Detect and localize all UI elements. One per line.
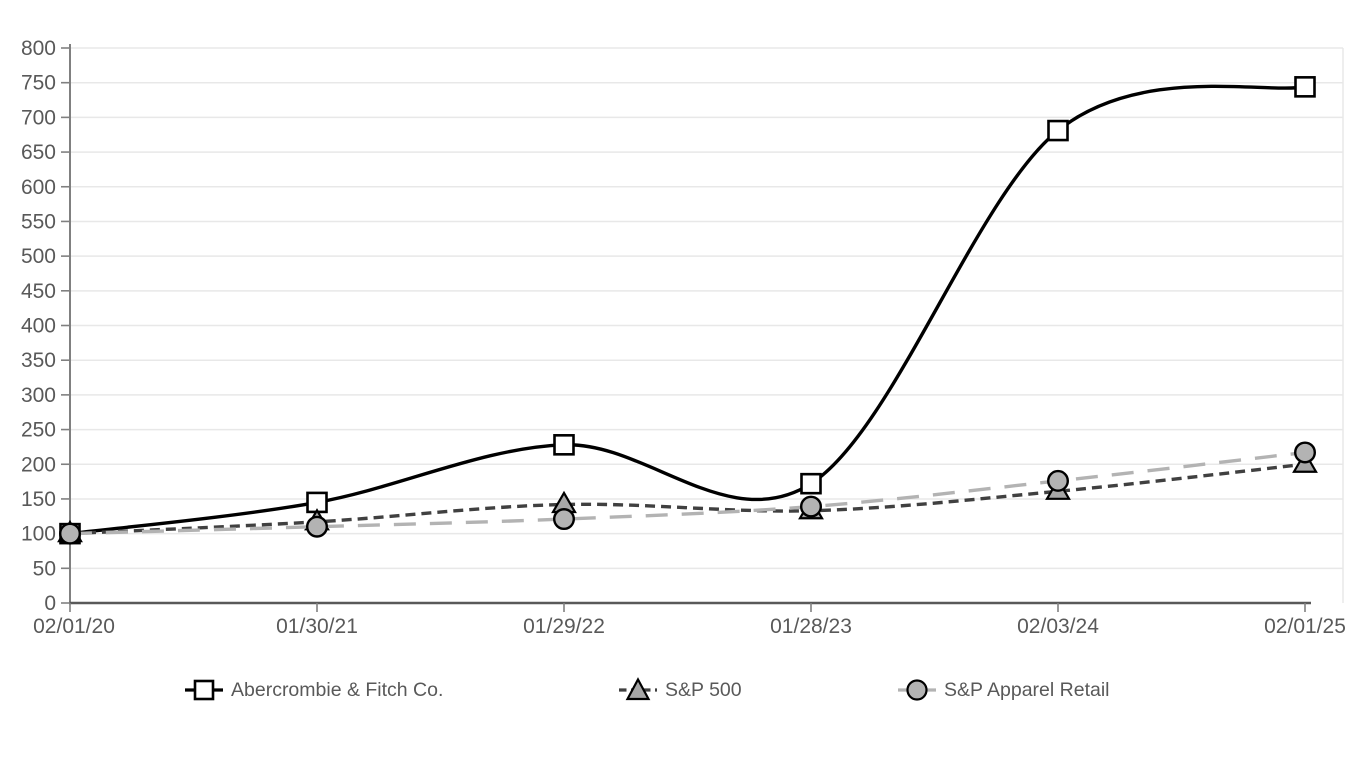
y-tick-label: 100 bbox=[21, 523, 56, 546]
circle-data-marker bbox=[553, 508, 576, 531]
series-s-p-500 bbox=[57, 450, 1318, 543]
y-tick-label: 500 bbox=[21, 245, 56, 268]
y-tick-label: 350 bbox=[21, 349, 56, 372]
square-data-marker bbox=[1294, 76, 1316, 98]
series-line-abercrombie-fitch-co bbox=[69, 84, 1306, 536]
x-tick-label: 02/03/24 bbox=[1017, 615, 1099, 638]
x-tick-label: 01/30/21 bbox=[276, 615, 358, 638]
y-tick-label: 700 bbox=[21, 106, 56, 129]
circle-data-marker bbox=[1293, 441, 1316, 464]
x-axis-tick-labels: 02/01/20 01/30/21 01/29/22 01/28/23 02/03/24… bbox=[33, 615, 1346, 638]
square-data-marker bbox=[1047, 119, 1069, 142]
legend-label-sp-apparel-retail: S&P Apparel Retail bbox=[944, 679, 1110, 701]
circle-data-marker bbox=[1046, 469, 1069, 492]
y-tick-label: 450 bbox=[21, 280, 56, 303]
circle-data-marker bbox=[800, 495, 823, 518]
series-line-s-p-500 bbox=[69, 462, 1306, 536]
x-tick-label: 01/28/23 bbox=[770, 615, 852, 638]
y-tick-label: 300 bbox=[21, 384, 56, 407]
x-tick-label: 01/29/22 bbox=[523, 615, 605, 638]
y-tick-label: 250 bbox=[21, 419, 56, 442]
legend-item-abercrombie-fitch: Abercrombie & Fitch Co. bbox=[184, 674, 443, 706]
legend-item-sp-apparel-retail: S&P Apparel Retail bbox=[897, 674, 1110, 706]
x-tick-label: 02/01/20 bbox=[33, 615, 115, 638]
square-data-marker bbox=[553, 434, 575, 456]
circle-data-marker bbox=[59, 522, 82, 545]
y-tick-label: 200 bbox=[21, 453, 56, 476]
axes bbox=[61, 44, 1311, 612]
y-tick-label: 750 bbox=[21, 72, 56, 95]
square-data-marker bbox=[800, 472, 822, 495]
y-axis-tick-labels: 0 50 100 150 200 250 300 350 400 450 500 550 600 650 7… bbox=[21, 37, 56, 615]
circle-marker-icon bbox=[898, 679, 936, 701]
y-tick-label: 50 bbox=[33, 557, 56, 580]
y-tick-label: 0 bbox=[44, 592, 56, 615]
legend-item-sp500: S&P 500 bbox=[618, 674, 742, 706]
x-tick-label: 02/01/25 bbox=[1264, 615, 1346, 638]
y-tick-label: 550 bbox=[21, 210, 56, 233]
series-s-p-apparel-retail bbox=[59, 441, 1316, 545]
square-marker-icon bbox=[185, 679, 223, 701]
legend-label-sp500: S&P 500 bbox=[665, 679, 742, 701]
legend-label-abercrombie-fitch: Abercrombie & Fitch Co. bbox=[231, 679, 444, 701]
y-tick-label: 800 bbox=[21, 37, 56, 60]
gridlines bbox=[70, 47, 1344, 603]
y-tick-label: 650 bbox=[21, 141, 56, 164]
y-tick-label: 600 bbox=[21, 176, 56, 199]
triangle-marker-icon bbox=[619, 677, 657, 701]
y-tick-label: 150 bbox=[21, 488, 56, 511]
circle-data-marker bbox=[306, 515, 329, 538]
y-tick-label: 400 bbox=[21, 315, 56, 338]
plot-area: 0 50 100 150 200 250 300 350 400 450 500 550 600 650 7… bbox=[21, 37, 1346, 638]
series-line-s-p-apparel-retail bbox=[69, 450, 1306, 536]
